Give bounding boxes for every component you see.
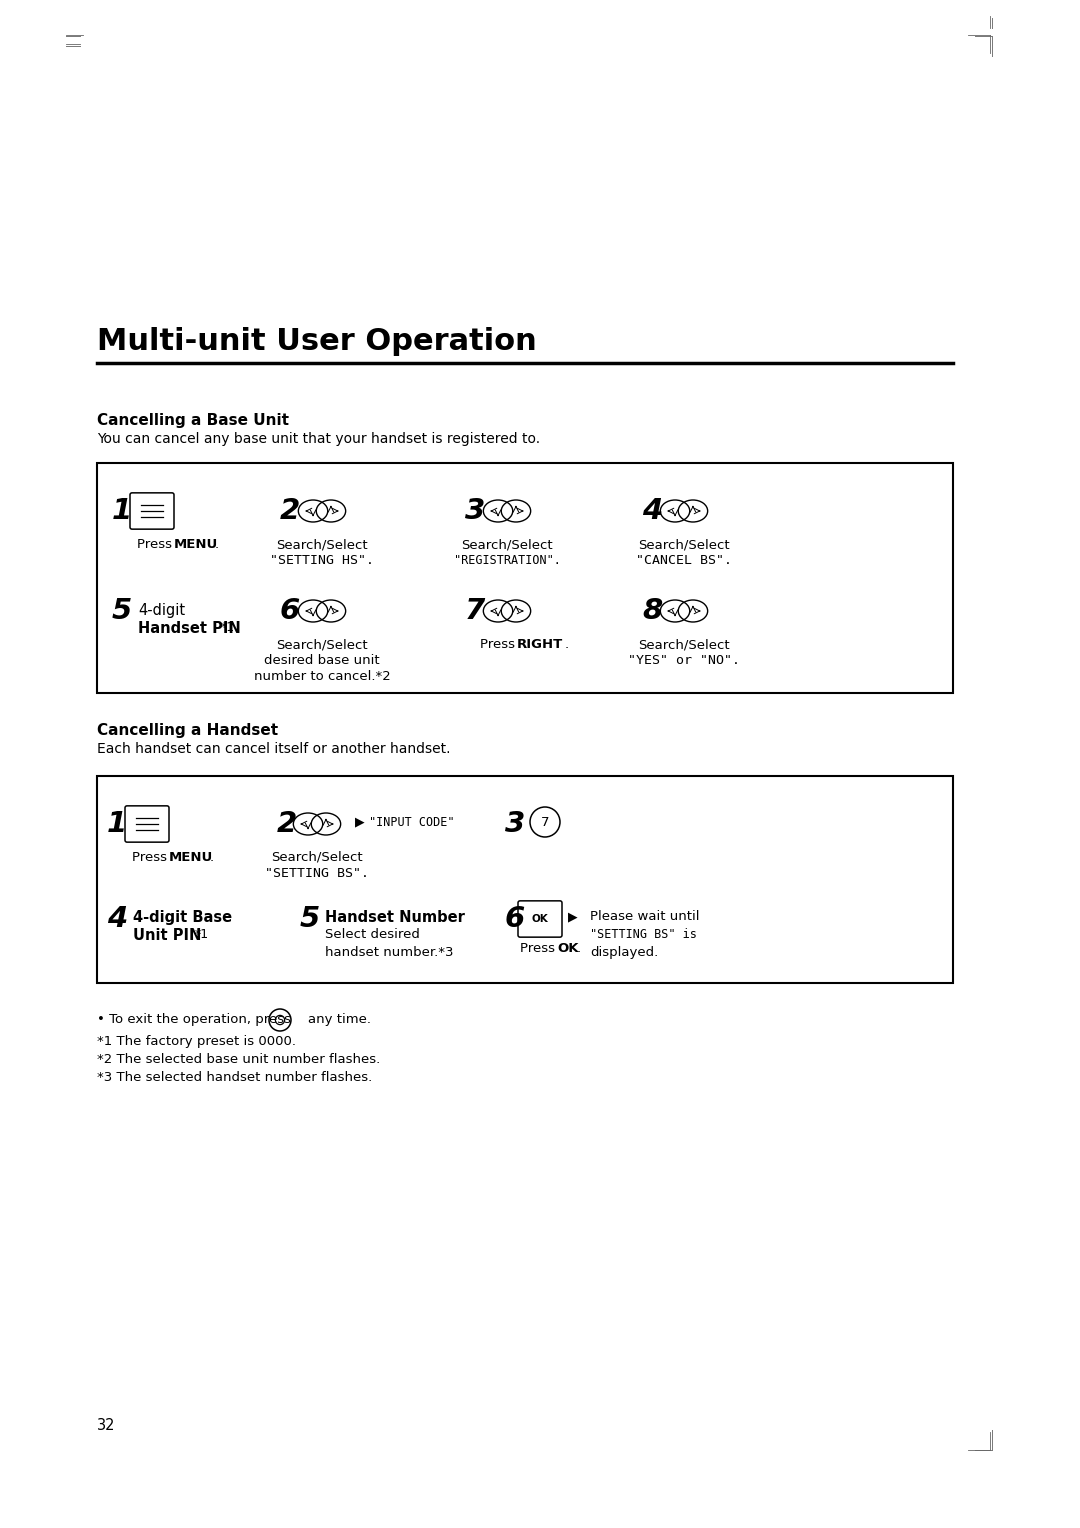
Text: "CANCEL BS".: "CANCEL BS". — [636, 555, 732, 567]
Text: number to cancel.*2: number to cancel.*2 — [254, 669, 390, 683]
Text: .: . — [577, 941, 581, 955]
Text: *3 The selected handset number flashes.: *3 The selected handset number flashes. — [97, 1071, 373, 1083]
Text: 5: 5 — [112, 597, 132, 625]
Text: Each handset can cancel itself or another handset.: Each handset can cancel itself or anothe… — [97, 743, 450, 756]
Text: *1: *1 — [195, 927, 210, 941]
Text: .: . — [210, 851, 214, 863]
Text: 8: 8 — [642, 597, 662, 625]
Text: OK: OK — [557, 941, 579, 955]
Text: • To exit the operation, press    any time.: • To exit the operation, press any time. — [97, 1013, 372, 1025]
Text: "SETTING BS".: "SETTING BS". — [265, 866, 369, 880]
Text: Handset Number: Handset Number — [325, 911, 464, 924]
Text: .: . — [565, 639, 569, 651]
Text: .: . — [215, 538, 219, 552]
Text: Multi-unit User Operation: Multi-unit User Operation — [97, 327, 537, 356]
Text: 4-digit: 4-digit — [138, 604, 185, 617]
Text: You can cancel any base unit that your handset is registered to.: You can cancel any base unit that your h… — [97, 432, 540, 446]
Text: Press: Press — [480, 639, 519, 651]
Text: *2 The selected base unit number flashes.: *2 The selected base unit number flashes… — [97, 1053, 380, 1067]
Text: Please wait until: Please wait until — [590, 911, 700, 923]
Text: "REGISTRATION".: "REGISTRATION". — [454, 555, 561, 567]
Text: 4-digit Base: 4-digit Base — [133, 911, 232, 924]
Text: 32: 32 — [97, 1418, 116, 1433]
Text: Search/Select: Search/Select — [461, 538, 553, 552]
Text: ▶: ▶ — [568, 911, 578, 923]
Text: Search/Select: Search/Select — [276, 639, 368, 651]
Text: ▶: ▶ — [355, 816, 365, 828]
Text: 2: 2 — [276, 810, 297, 837]
Text: Press: Press — [132, 851, 172, 863]
Text: 1: 1 — [107, 810, 127, 837]
Text: Search/Select: Search/Select — [638, 538, 730, 552]
Text: displayed.: displayed. — [590, 946, 658, 960]
Text: 6: 6 — [505, 905, 525, 934]
Text: 1: 1 — [112, 497, 132, 526]
Text: Press: Press — [519, 941, 559, 955]
Text: Search/Select: Search/Select — [638, 639, 730, 651]
Text: 7: 7 — [541, 816, 550, 828]
Text: *1 The factory preset is 0000.: *1 The factory preset is 0000. — [97, 1034, 296, 1048]
Text: Press: Press — [137, 538, 176, 552]
Text: Search/Select: Search/Select — [271, 851, 363, 863]
Text: 2: 2 — [280, 497, 300, 526]
Text: 4: 4 — [107, 905, 127, 934]
Text: 5: 5 — [300, 905, 321, 934]
Text: MENU: MENU — [168, 851, 213, 863]
Text: Unit PIN: Unit PIN — [133, 927, 201, 943]
Text: 4: 4 — [642, 497, 662, 526]
Text: OK: OK — [531, 914, 549, 924]
Text: desired base unit: desired base unit — [265, 654, 380, 668]
Text: 7: 7 — [465, 597, 485, 625]
Text: RIGHT: RIGHT — [517, 639, 564, 651]
Text: Search/Select: Search/Select — [276, 538, 368, 552]
Text: handset number.*3: handset number.*3 — [325, 946, 454, 960]
Text: Cancelling a Base Unit: Cancelling a Base Unit — [97, 413, 289, 428]
Text: "SETTING BS" is: "SETTING BS" is — [590, 927, 697, 941]
Text: "YES" or "NO".: "YES" or "NO". — [627, 654, 740, 668]
Text: 3: 3 — [465, 497, 485, 526]
Text: Cancelling a Handset: Cancelling a Handset — [97, 723, 279, 738]
Text: 6: 6 — [280, 597, 300, 625]
Text: *1: *1 — [221, 620, 235, 634]
Text: MENU: MENU — [174, 538, 218, 552]
Text: "INPUT CODE": "INPUT CODE" — [369, 816, 455, 828]
Text: "SETTING HS".: "SETTING HS". — [270, 555, 374, 567]
Text: Select desired: Select desired — [325, 927, 420, 941]
Text: Handset PIN: Handset PIN — [138, 620, 241, 636]
Text: 3: 3 — [505, 810, 525, 837]
